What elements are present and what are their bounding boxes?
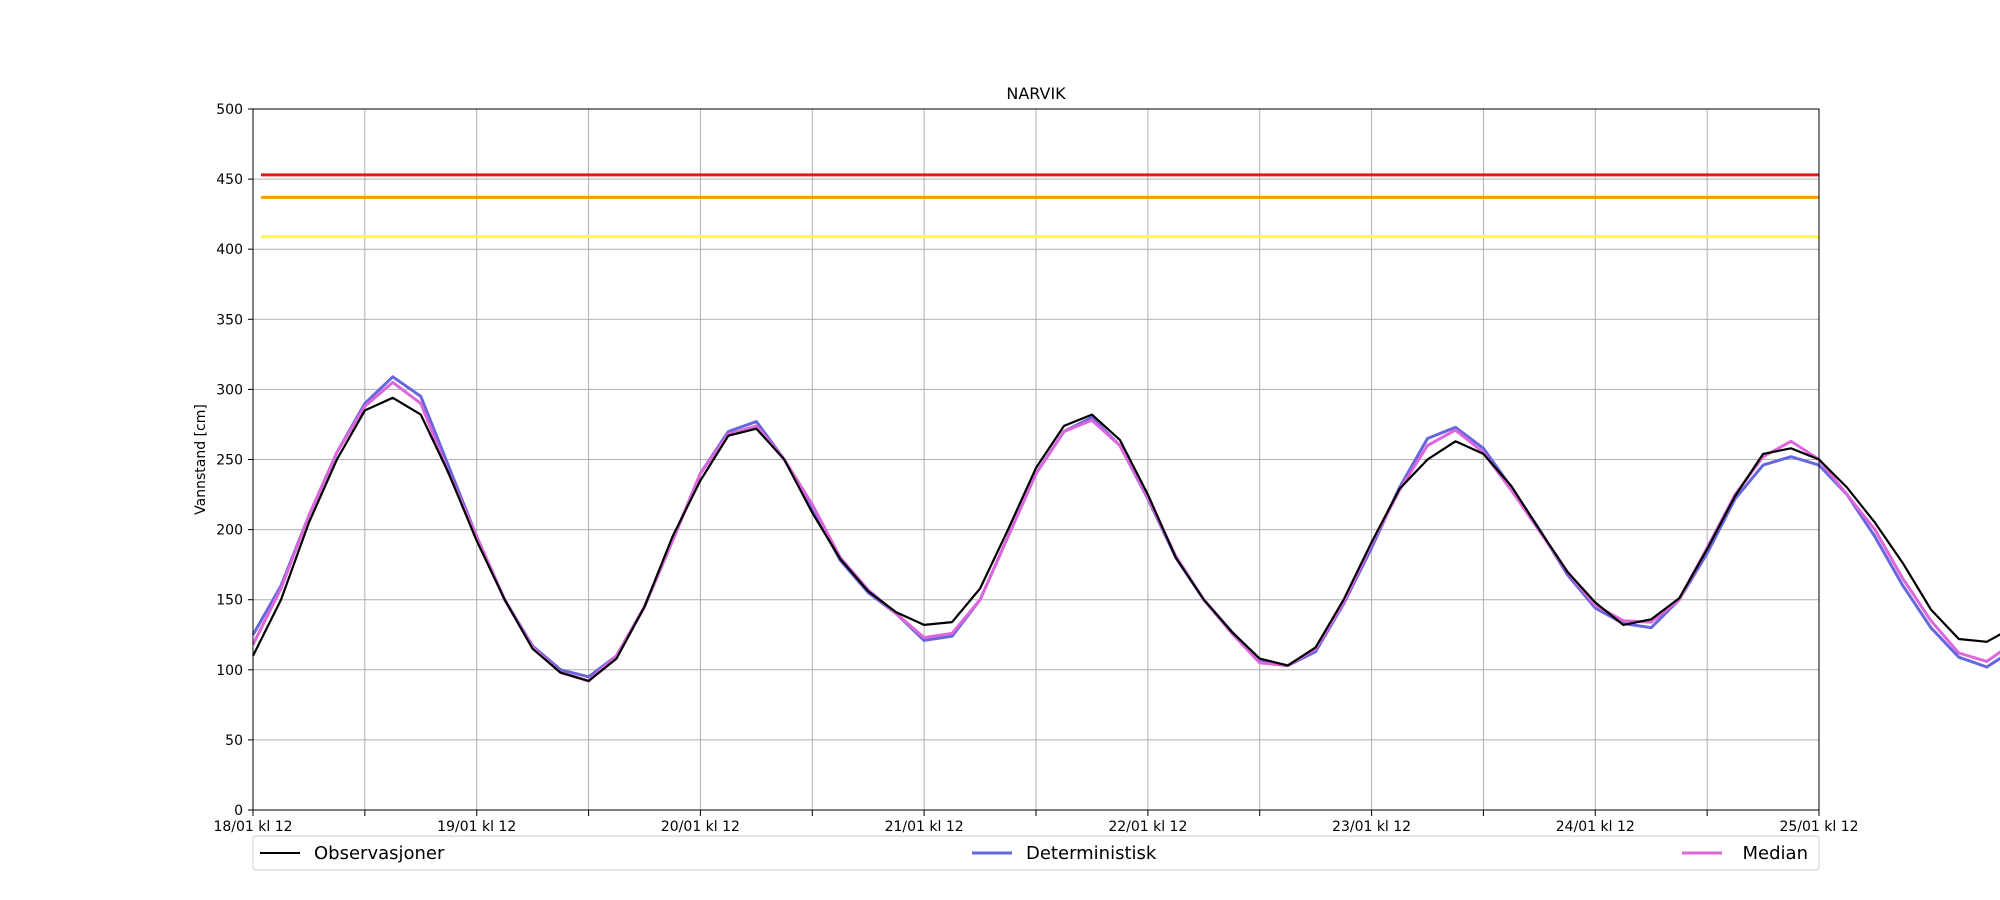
y-tick-label-400: 400: [216, 242, 243, 258]
y-tick-label-100: 100: [216, 663, 243, 679]
y-tick-label-500: 500: [216, 102, 243, 118]
x-tick-label: 21/01 kl 12: [885, 819, 964, 835]
y-tick-label-300: 300: [216, 382, 243, 398]
y-tick-label-150: 150: [216, 593, 243, 609]
y-tick-label-450: 450: [216, 172, 243, 188]
x-tick-label: 22/01 kl 12: [1108, 819, 1187, 835]
series-line-median: [251, 380, 2000, 683]
y-tick-label-250: 250: [216, 453, 243, 469]
y-tick-label-200: 200: [216, 523, 243, 539]
x-axis: 18/01 kl 12 19/01 kl 12 20/01 kl 12 21/01 k…: [213, 810, 1859, 835]
y-tick-label-0: 0: [234, 803, 243, 819]
legend-label-observasjoner: Observasjoner: [314, 843, 445, 864]
chart-title: NARVIK: [1006, 84, 1066, 103]
threshold-lines: [261, 173, 1819, 239]
x-tick-label: 24/01 kl 12: [1556, 819, 1635, 835]
x-tick-label: 25/01 kl 12: [1779, 819, 1858, 835]
y-tick-label-50: 50: [225, 733, 243, 749]
series-lines: [251, 375, 2000, 683]
legend-label-median: Median: [1743, 843, 1808, 864]
y-axis: 0 50 100 150 200 250 300 350 400 450 500: [216, 102, 253, 819]
x-tick-label: 20/01 kl 12: [661, 819, 740, 835]
x-tick-label: 18/01 kl 12: [213, 819, 292, 835]
y-tick-label-350: 350: [216, 312, 243, 328]
legend-box: [252, 835, 1820, 871]
x-tick-label: 23/01 kl 12: [1332, 819, 1411, 835]
legend: Observasjoner Deterministisk Median: [252, 835, 1820, 871]
x-tick-label: 19/01 kl 12: [437, 819, 516, 835]
legend-label-deterministisk: Deterministisk: [1026, 843, 1157, 864]
series-line-observasjoner: [252, 396, 2000, 683]
y-axis-title: Vannstand [cm]: [193, 404, 209, 515]
